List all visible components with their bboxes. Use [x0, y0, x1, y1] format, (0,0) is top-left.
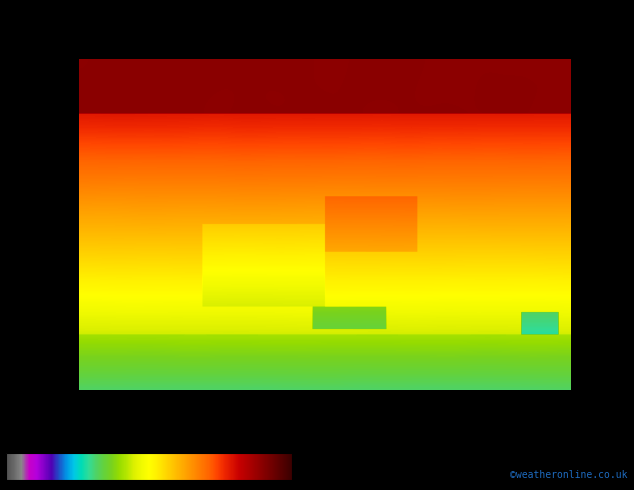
Text: ©weatheronline.co.uk: ©weatheronline.co.uk [510, 470, 628, 480]
Text: Th 26-09-2024 12:00 UTC (12+120): Th 26-09-2024 12:00 UTC (12+120) [387, 420, 628, 434]
Text: Temperature (2m) [°C] ECMWF: Temperature (2m) [°C] ECMWF [6, 420, 209, 434]
